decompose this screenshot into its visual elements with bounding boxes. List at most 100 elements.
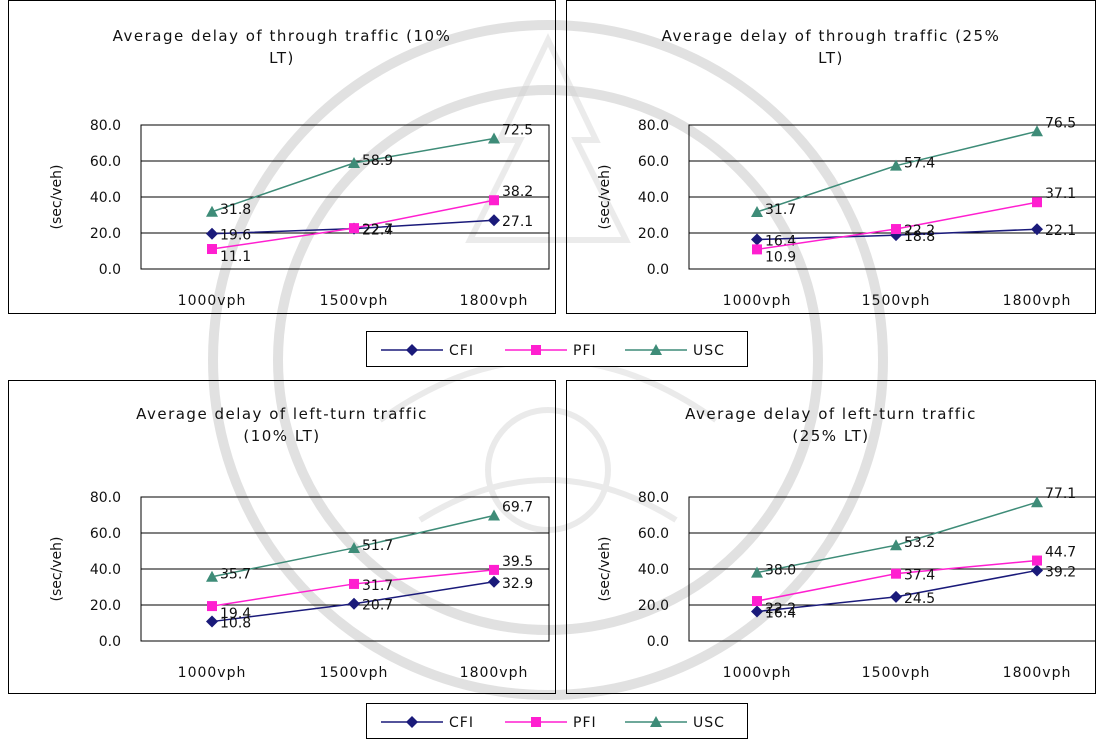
y-tick-label: 0.0	[647, 262, 669, 278]
data-point	[1032, 197, 1042, 208]
chart-legend-bottom: CFI PFI USC	[366, 703, 748, 739]
line-chart: 80.0 60.0 40.0 20.0 0.0 (sec/veh) 1000vph 1500v…	[597, 115, 1095, 309]
data-label: 10.8	[220, 616, 251, 632]
series-pfi: 10.9 22.2 37.1	[752, 186, 1076, 265]
data-point	[488, 509, 500, 521]
legend-label: USC	[693, 343, 725, 359]
x-tick-label: 1500vph	[320, 665, 389, 681]
x-tick-label: 1000vph	[178, 293, 247, 309]
data-label: 72.5	[502, 123, 533, 139]
series-cfi: 16.4 24.5 39.2	[751, 564, 1076, 621]
x-tick-label: 1800vph	[1003, 665, 1072, 681]
data-label: 27.1	[502, 214, 533, 230]
x-tick-label: 1500vph	[862, 665, 931, 681]
data-label: 31.8	[220, 202, 251, 218]
y-tick-label: 80.0	[638, 118, 669, 134]
y-tick-label: 60.0	[90, 154, 121, 170]
x-tick-label: 1800vph	[460, 665, 529, 681]
y-tick-label: 40.0	[90, 190, 121, 206]
legend-label: CFI	[449, 715, 474, 731]
series-usc: 31.8 58.9 72.5	[206, 123, 533, 218]
data-point	[890, 539, 902, 551]
data-label: 24.5	[904, 591, 935, 607]
line-chart: 80.0 60.0 40.0 20.0 0.0 (sec/veh) 1000vph 1500v…	[49, 490, 550, 681]
y-tick-label: 20.0	[638, 598, 669, 614]
line-chart: 80.0 60.0 40.0 20.0 0.0 (sec/veh) 1000vph 1500v…	[597, 486, 1095, 681]
legend-marker	[650, 716, 662, 727]
data-point	[1031, 125, 1043, 137]
chart-title: Average delay of through traffic (10% LT…	[9, 25, 555, 69]
data-point	[891, 224, 901, 235]
data-label: 22.7	[362, 222, 393, 238]
data-point	[752, 244, 762, 255]
data-point	[349, 223, 359, 234]
data-label: 38.2	[502, 184, 533, 200]
data-point	[488, 575, 500, 588]
data-point	[206, 205, 218, 217]
data-label: 53.2	[904, 535, 935, 551]
x-tick-label: 1000vph	[723, 293, 792, 309]
data-label: 22.2	[904, 223, 935, 239]
data-label: 77.1	[1045, 486, 1076, 502]
data-label: 35.7	[220, 567, 251, 583]
data-point	[751, 566, 763, 578]
data-point	[206, 570, 218, 582]
chart-legend-top: CFI PFI USC	[366, 331, 748, 367]
data-point	[206, 615, 218, 628]
series-line	[211, 137, 495, 213]
legend-item-pfi: PFI	[505, 343, 596, 359]
data-point	[348, 541, 360, 553]
data-label: 19.4	[220, 606, 251, 622]
data-label: 20.7	[362, 598, 393, 614]
y-tick-label: 0.0	[99, 634, 121, 650]
data-label: 39.5	[502, 554, 533, 570]
chart-title-line2: LT)	[269, 49, 295, 67]
chart-title: Average delay of left-turn traffic (25% …	[567, 403, 1095, 447]
legend-label: USC	[693, 715, 725, 731]
data-label: 57.4	[904, 156, 935, 172]
data-label: 22.1	[1045, 223, 1076, 239]
series-usc: 31.7 57.4 76.5	[751, 115, 1076, 218]
chart-panel-3: Average delay of left-turn traffic (10% …	[8, 380, 556, 694]
data-label: 39.2	[1045, 564, 1076, 580]
chart-title-line2: LT)	[818, 49, 844, 67]
data-point	[1032, 555, 1042, 566]
legend-marks: CFI PFI USC	[381, 715, 725, 731]
data-label: 76.5	[1045, 115, 1076, 131]
data-point	[489, 564, 499, 575]
y-tick-label: 20.0	[90, 226, 121, 242]
data-label: 19.6	[220, 228, 251, 244]
data-point	[207, 601, 217, 612]
x-tick-label: 1500vph	[320, 293, 389, 309]
chart-title: Average delay of left-turn traffic (10% …	[9, 403, 555, 447]
y-tick-label: 60.0	[638, 154, 669, 170]
y-axis-label: (sec/veh)	[49, 536, 65, 601]
data-label: 18.8	[904, 229, 935, 245]
chart-title-line1: Average delay of through traffic (10%	[112, 27, 452, 45]
data-label: 37.4	[904, 568, 935, 584]
data-label: 31.7	[362, 578, 393, 594]
data-label: 11.1	[220, 249, 251, 265]
series-usc: 38.0 53.2 77.1	[751, 486, 1076, 579]
data-label: 31.7	[765, 202, 796, 218]
data-point	[348, 597, 360, 610]
chart-title: Average delay of through traffic (25% LT…	[567, 25, 1095, 69]
chart-title-line1: Average delay of left-turn traffic	[685, 405, 977, 423]
chart-title-line2: (10% LT)	[243, 427, 321, 445]
y-tick-label: 40.0	[638, 190, 669, 206]
x-tick-label: 1000vph	[723, 665, 792, 681]
y-tick-label: 0.0	[99, 262, 121, 278]
legend-label: PFI	[573, 715, 597, 731]
series-usc: 35.7 51.7 69.7	[206, 500, 533, 583]
legend-item-pfi: PFI	[505, 715, 597, 731]
data-point	[890, 159, 902, 171]
x-tick-label: 1800vph	[460, 293, 529, 309]
data-point	[891, 568, 901, 579]
y-tick-label: 20.0	[638, 226, 669, 242]
data-label: 16.4	[765, 605, 796, 621]
y-tick-label: 80.0	[638, 490, 669, 506]
y-axis-label: (sec/veh)	[597, 536, 613, 601]
y-tick-label: 80.0	[90, 490, 121, 506]
chart-panel-4: Average delay of left-turn traffic (25% …	[566, 380, 1096, 694]
data-point	[349, 578, 359, 589]
